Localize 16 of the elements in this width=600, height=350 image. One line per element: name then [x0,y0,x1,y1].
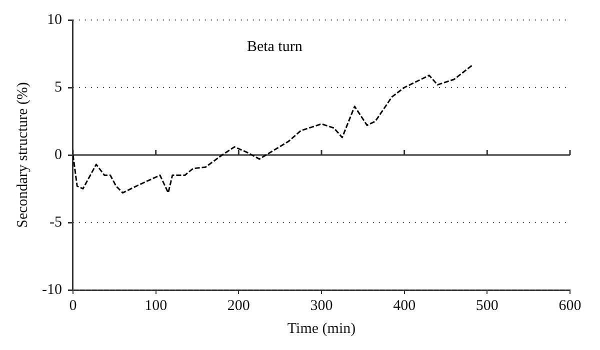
x-tick-label: 200 [227,298,250,314]
x-tick-label: 300 [310,298,333,314]
y-tick-label: 0 [54,146,62,163]
y-tick-label: 5 [54,79,62,96]
y-tick-label: -5 [49,214,62,230]
y-tick-label: 10 [46,12,62,28]
x-axis-title: Time (min) [287,320,356,337]
x-tick-label: 500 [476,298,498,314]
x-tick-label: 600 [558,298,582,314]
x-tick-label: 400 [393,298,416,314]
x-tick-label: 100 [144,298,168,314]
text: Beta turn [246,38,303,55]
y-tick-label: -10 [42,282,62,298]
x-tick-label: 0 [69,298,77,314]
line-series [72,64,474,194]
y-axis-title: Secondary structure (%) [14,82,31,228]
